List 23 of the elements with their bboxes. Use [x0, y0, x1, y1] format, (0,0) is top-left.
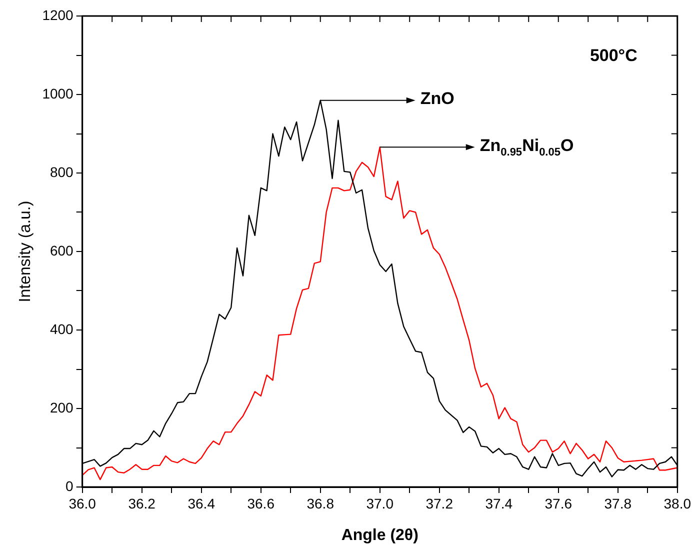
x-tick-label: 36.0	[68, 495, 96, 512]
y-tick-label: 1200	[42, 6, 74, 23]
y-tick-label: 600	[50, 242, 74, 258]
y-axis-title: Intensity (a.u.)	[17, 200, 34, 302]
x-tick-label: 37.0	[366, 495, 394, 512]
annotation: 500°C	[590, 46, 638, 66]
annotation: ZnO	[420, 89, 454, 110]
x-tick-label: 37.6	[544, 495, 572, 512]
x-tick-label: 36.6	[247, 495, 275, 512]
x-axis-title: Angle (2θ)	[341, 526, 418, 544]
annotation: Zn$_{0.95}$Ni$_{0.05}$O	[480, 136, 574, 158]
x-tick-label: 37.2	[426, 495, 454, 512]
y-tick-label: 1000	[42, 85, 74, 102]
y-tick-label: 400	[50, 320, 74, 337]
y-tick-label: 800	[50, 164, 74, 180]
y-tick-label: 200	[50, 399, 74, 416]
x-tick-label: 37.8	[604, 495, 632, 512]
y-tick-label: 0	[66, 478, 74, 494]
x-tick-label: 36.4	[188, 495, 216, 512]
x-tick-label: 36.8	[306, 495, 334, 512]
x-tick-label: 37.4	[485, 495, 513, 512]
x-tick-label: 38.0	[664, 495, 692, 512]
x-tick-label: 36.2	[128, 495, 156, 512]
